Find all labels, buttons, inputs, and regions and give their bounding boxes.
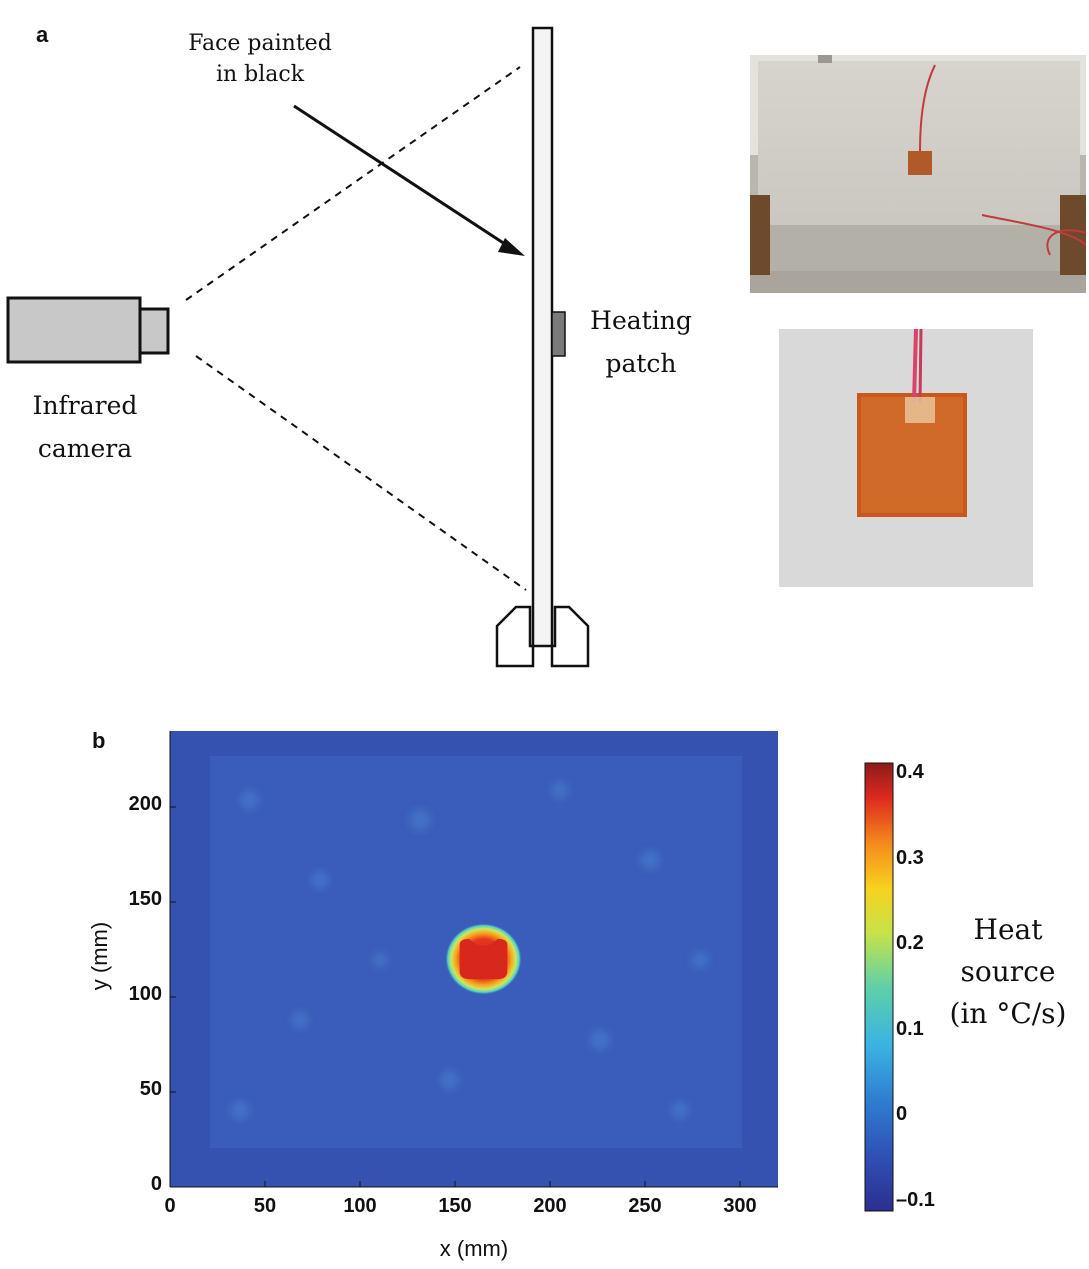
- x-tick-label: 200: [533, 1195, 567, 1217]
- colorbar-tick-label: 0.4: [896, 761, 924, 783]
- fov-line-top: [185, 66, 521, 301]
- panel-b-label: b: [92, 728, 106, 753]
- y-tick-label: 150: [128, 888, 162, 910]
- colorbar-tick-label: 0: [896, 1103, 908, 1126]
- colorbar-tick-label: –0.1: [896, 1189, 935, 1211]
- colorbar-tick-label: 0.1: [896, 1017, 924, 1040]
- hotspot-layer: [445, 923, 522, 995]
- heatmap-noise-blobs: [230, 781, 709, 1120]
- hotspot-core: [459, 938, 508, 980]
- y-tick-marks: [170, 806, 176, 1188]
- x-tick-label: 100: [343, 1195, 377, 1217]
- y-tick-label: 50: [139, 1078, 162, 1100]
- x-tick-label: 50: [253, 1195, 277, 1217]
- left-clamp: [495, 605, 535, 668]
- x-tick-label: 150: [438, 1195, 472, 1217]
- heating-patch-block: [551, 311, 566, 357]
- x-tick-marks: [169, 1181, 741, 1187]
- y-tick-label: 0: [150, 1173, 162, 1195]
- y-axis-label: y (mm): [87, 921, 112, 991]
- fov-line-bottom: [195, 355, 527, 591]
- face-painted-label: Face painted in black: [188, 31, 332, 87]
- y-tick-label: 100: [128, 983, 162, 1005]
- x-axis-label: x (mm): [439, 1236, 509, 1261]
- camera-lens: [138, 307, 170, 355]
- setup-photo: [750, 55, 1086, 293]
- heating-patch-photo: [779, 329, 1033, 587]
- infrared-camera-label: Infrared camera: [32, 391, 138, 463]
- right-clamp: [550, 605, 590, 668]
- panel-a-label: a: [36, 22, 49, 47]
- colorbar-tick-label: 0.3: [896, 846, 924, 869]
- x-tick-label: 250: [628, 1195, 662, 1217]
- arrow-line: [293, 104, 515, 252]
- y-tick-label: 200: [128, 793, 162, 815]
- x-tick-label: 0: [164, 1195, 176, 1217]
- colorbar-title: Heat source (in °C/s): [949, 913, 1067, 1030]
- colorbar: [864, 762, 894, 1212]
- colorbar-tick-label: 0.2: [896, 932, 924, 955]
- x-tick-label: 300: [723, 1195, 757, 1217]
- arrow-head: [498, 238, 525, 256]
- heating-patch-label: Heating patch: [590, 306, 692, 378]
